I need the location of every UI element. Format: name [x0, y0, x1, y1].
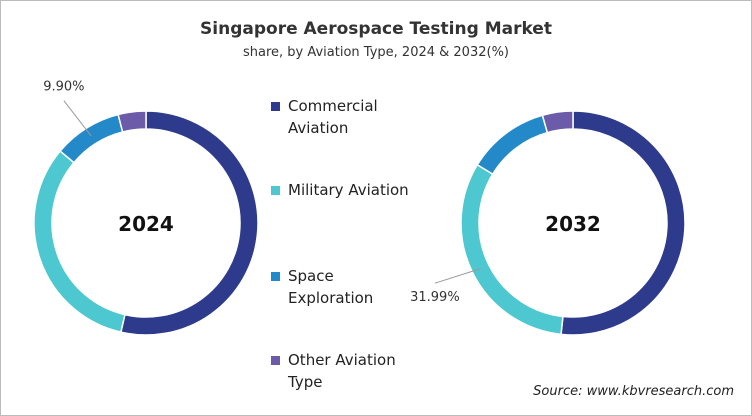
- donut-center-label: 2032: [545, 212, 601, 236]
- donut-segment: [541, 110, 574, 134]
- legend-item: Space Exploration: [271, 265, 411, 309]
- donut-segment: [59, 113, 124, 164]
- donut-segment: [33, 150, 126, 334]
- legend-item: Military Aviation: [271, 179, 411, 201]
- donut-segment: [476, 114, 549, 176]
- chart-title: Singapore Aerospace Testing Market: [200, 19, 552, 39]
- donut-segment: [460, 163, 564, 336]
- legend-item: Other Aviation Type: [271, 349, 411, 393]
- leader-line: [63, 100, 92, 137]
- legend-label: Other Aviation Type: [288, 351, 396, 391]
- data-label: 31.99%: [410, 290, 460, 305]
- legend-swatch: [271, 186, 280, 195]
- legend-swatch: [271, 102, 280, 111]
- leader-line: [434, 268, 481, 284]
- legend-label: Military Aviation: [288, 181, 409, 199]
- legend-item: Commercial Aviation: [271, 95, 411, 139]
- donut-center-label: 2024: [118, 212, 174, 236]
- data-label: 9.90%: [43, 80, 84, 95]
- chart-subtitle: share, by Aviation Type, 2024 & 2032(%): [243, 45, 509, 60]
- donut-segment: [117, 110, 147, 133]
- source: Source: www.kbvresearch.com: [533, 384, 734, 399]
- legend-label: Commercial Aviation: [288, 97, 378, 137]
- legend-label: Space Exploration: [288, 267, 374, 307]
- legend-swatch: [271, 272, 280, 281]
- legend-swatch: [271, 356, 280, 365]
